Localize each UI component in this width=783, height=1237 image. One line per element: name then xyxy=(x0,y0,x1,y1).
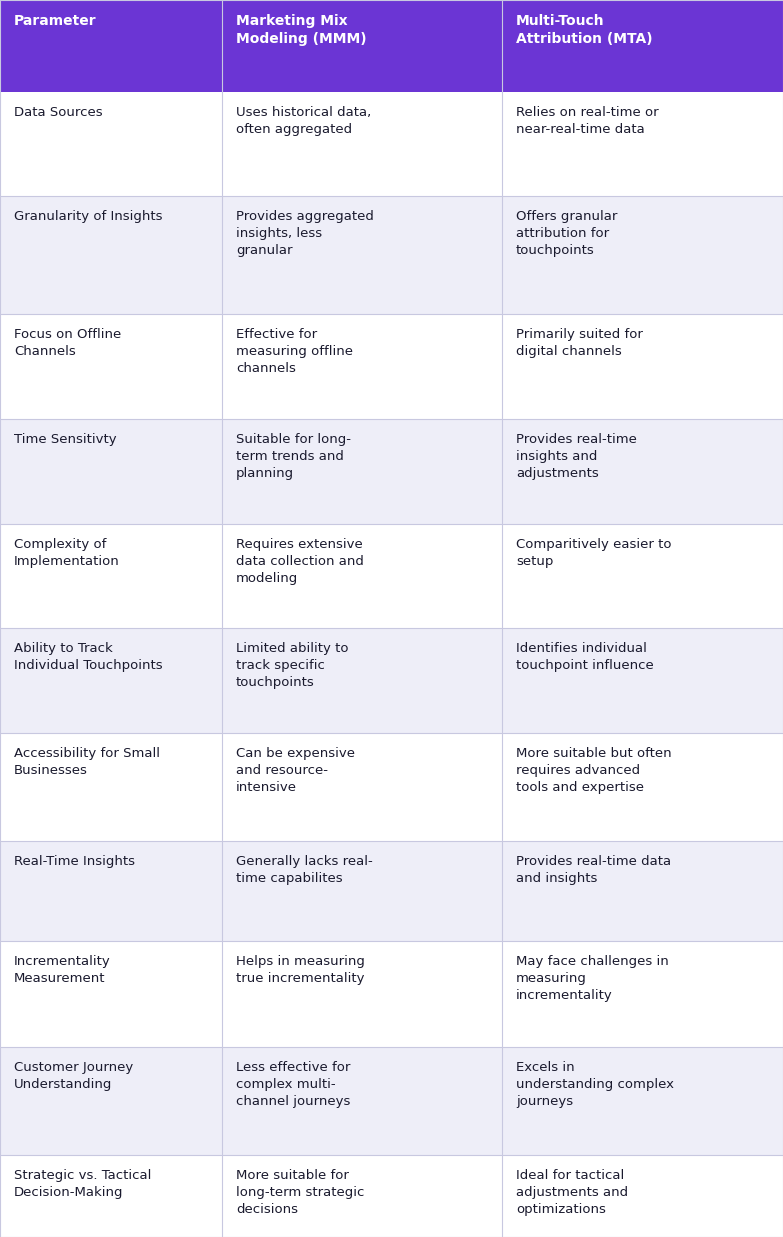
Bar xyxy=(502,734,783,841)
Text: Less effective for
complex multi-
channel journeys: Less effective for complex multi- channe… xyxy=(236,1061,350,1108)
Bar xyxy=(502,524,783,628)
Bar xyxy=(222,92,502,195)
Bar xyxy=(502,941,783,1047)
Bar xyxy=(502,1155,783,1237)
Text: Provides real-time data
and insights: Provides real-time data and insights xyxy=(516,855,671,884)
Bar xyxy=(222,419,502,524)
Text: Uses historical data,
often aggregated: Uses historical data, often aggregated xyxy=(236,106,371,136)
Bar xyxy=(0,841,222,941)
Bar xyxy=(502,195,783,314)
Bar xyxy=(222,195,502,314)
Bar xyxy=(222,628,502,734)
Text: Generally lacks real-
time capabilites: Generally lacks real- time capabilites xyxy=(236,855,373,884)
Text: Parameter: Parameter xyxy=(14,14,96,28)
Bar xyxy=(222,841,502,941)
Text: Requires extensive
data collection and
modeling: Requires extensive data collection and m… xyxy=(236,538,364,585)
Bar xyxy=(222,1155,502,1237)
Bar xyxy=(222,314,502,419)
Text: Strategic vs. Tactical
Decision-Making: Strategic vs. Tactical Decision-Making xyxy=(14,1169,151,1199)
Bar xyxy=(0,419,222,524)
Bar xyxy=(0,628,222,734)
Text: Offers granular
attribution for
touchpoints: Offers granular attribution for touchpoi… xyxy=(516,210,617,257)
Text: Can be expensive
and resource-
intensive: Can be expensive and resource- intensive xyxy=(236,747,355,794)
Text: May face challenges in
measuring
incrementality: May face challenges in measuring increme… xyxy=(516,955,669,1002)
Text: Marketing Mix
Modeling (MMM): Marketing Mix Modeling (MMM) xyxy=(236,14,366,47)
Text: Excels in
understanding complex
journeys: Excels in understanding complex journeys xyxy=(516,1061,674,1108)
Bar xyxy=(502,1047,783,1155)
Bar xyxy=(0,314,222,419)
Bar xyxy=(0,1155,222,1237)
Text: Granularity of Insights: Granularity of Insights xyxy=(14,210,163,223)
Text: Suitable for long-
term trends and
planning: Suitable for long- term trends and plann… xyxy=(236,433,351,480)
Text: More suitable for
long-term strategic
decisions: More suitable for long-term strategic de… xyxy=(236,1169,364,1216)
Bar xyxy=(222,734,502,841)
Text: Customer Journey
Understanding: Customer Journey Understanding xyxy=(14,1061,133,1091)
Bar xyxy=(0,1047,222,1155)
Text: Provides real-time
insights and
adjustments: Provides real-time insights and adjustme… xyxy=(516,433,637,480)
Text: Comparitively easier to
setup: Comparitively easier to setup xyxy=(516,538,672,568)
Bar xyxy=(0,195,222,314)
Text: Identifies individual
touchpoint influence: Identifies individual touchpoint influen… xyxy=(516,642,654,672)
Bar xyxy=(0,734,222,841)
Text: Real-Time Insights: Real-Time Insights xyxy=(14,855,135,868)
Text: Focus on Offline
Channels: Focus on Offline Channels xyxy=(14,328,121,357)
Text: Complexity of
Implementation: Complexity of Implementation xyxy=(14,538,120,568)
Bar xyxy=(222,524,502,628)
Text: More suitable but often
requires advanced
tools and expertise: More suitable but often requires advance… xyxy=(516,747,672,794)
Text: Time Sensitivty: Time Sensitivty xyxy=(14,433,117,447)
Text: Data Sources: Data Sources xyxy=(14,106,103,119)
Bar xyxy=(502,628,783,734)
Text: Ability to Track
Individual Touchpoints: Ability to Track Individual Touchpoints xyxy=(14,642,163,672)
Bar xyxy=(502,841,783,941)
Bar xyxy=(222,941,502,1047)
Bar xyxy=(0,941,222,1047)
Bar xyxy=(502,419,783,524)
Text: Incrementality
Measurement: Incrementality Measurement xyxy=(14,955,110,985)
Bar xyxy=(222,1047,502,1155)
Bar xyxy=(0,0,783,92)
Text: Ideal for tactical
adjustments and
optimizations: Ideal for tactical adjustments and optim… xyxy=(516,1169,628,1216)
Bar xyxy=(502,314,783,419)
Bar xyxy=(0,524,222,628)
Text: Multi-Touch
Attribution (MTA): Multi-Touch Attribution (MTA) xyxy=(516,14,652,47)
Bar xyxy=(502,92,783,195)
Text: Accessibility for Small
Businesses: Accessibility for Small Businesses xyxy=(14,747,160,777)
Text: Effective for
measuring offline
channels: Effective for measuring offline channels xyxy=(236,328,353,375)
Bar xyxy=(0,92,222,195)
Text: Provides aggregated
insights, less
granular: Provides aggregated insights, less granu… xyxy=(236,210,373,257)
Text: Helps in measuring
true incrementality: Helps in measuring true incrementality xyxy=(236,955,365,985)
Text: Relies on real-time or
near-real-time data: Relies on real-time or near-real-time da… xyxy=(516,106,659,136)
Text: Primarily suited for
digital channels: Primarily suited for digital channels xyxy=(516,328,643,357)
Text: Limited ability to
track specific
touchpoints: Limited ability to track specific touchp… xyxy=(236,642,348,689)
